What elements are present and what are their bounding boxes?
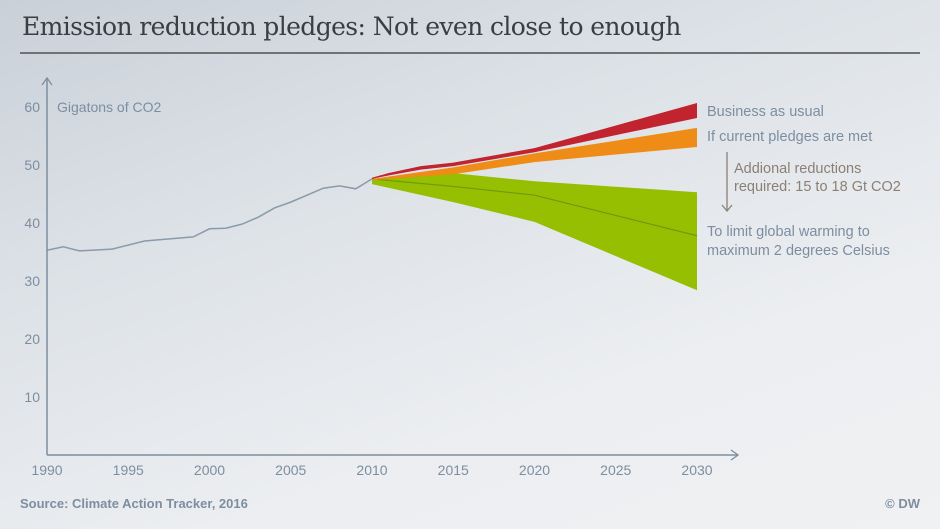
chart-title: Emission reduction pledges: Not even clo… [22,12,681,41]
y-tick-label: 50 [24,157,40,173]
x-tick-label: 2000 [194,462,225,478]
x-tick-label: 1995 [113,462,144,478]
y-tick-label: 30 [24,273,40,289]
label-two-degrees-2: maximum 2 degrees Celsius [707,243,890,259]
x-tick-label: 2015 [438,462,469,478]
x-tick-label: 1990 [31,462,62,478]
label-reduction-1: Addional reductions [734,161,861,177]
label-reduction-2: required: 15 to 18 Gt CO2 [734,179,901,195]
label-business-as-usual: Business as usual [707,104,824,120]
x-tick-label: 2010 [356,462,387,478]
label-pledges: If current pledges are met [707,129,872,145]
y-tick-label: 20 [24,331,40,347]
band-two-degrees [372,173,697,291]
label-two-degrees-1: To limit global warming to [707,224,870,240]
source-note: Source: Climate Action Tracker, 2016 [20,496,248,511]
y-tick-label: 10 [24,389,40,405]
title-divider [20,52,920,54]
y-tick-label: 60 [24,99,40,115]
x-tick-label: 2020 [519,462,550,478]
y-axis-label: Gigatons of CO2 [57,99,161,115]
x-axis-arrow-icon [730,449,740,461]
reduction-arrow-head-icon [721,204,733,213]
two-degrees-median-line [371,178,698,237]
x-tick-label: 2030 [681,462,712,478]
copyright: © DW [885,496,920,511]
x-tick-label: 2005 [275,462,306,478]
historical-emissions-line [46,178,373,252]
y-tick-label: 40 [24,215,40,231]
band-business-as-usual [372,102,697,179]
band-pledges [372,127,697,181]
y-axis-arrow-icon [41,76,53,86]
x-tick-label: 2025 [600,462,631,478]
